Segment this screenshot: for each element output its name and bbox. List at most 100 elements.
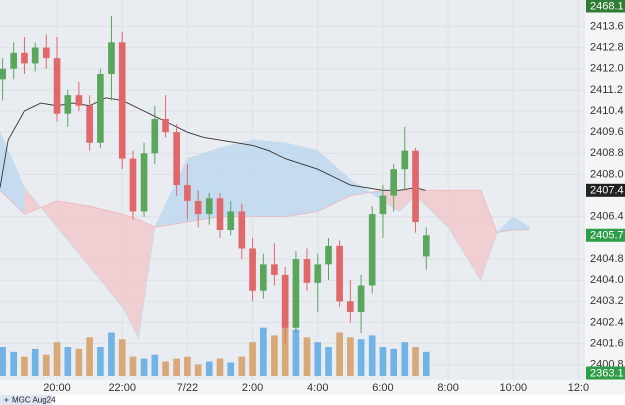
- tab-bar: [0, 395, 625, 405]
- candle-body: [173, 132, 180, 186]
- volume-bar: [194, 364, 202, 376]
- x-tick-label: 7/22: [177, 382, 198, 394]
- y-tick-label: 2409.6: [590, 126, 624, 138]
- candle-body: [64, 95, 72, 114]
- cloud-fill: [89, 206, 123, 307]
- volume-bar: [97, 347, 104, 376]
- volume-bar: [53, 342, 61, 376]
- candle-body: [194, 200, 202, 215]
- y-tick-label: 2402.4: [590, 316, 624, 328]
- price-label-box: [586, 366, 625, 380]
- cloud-fill: [382, 190, 400, 212]
- x-tick-label: 22:00: [108, 382, 136, 394]
- volume-bar: [357, 339, 365, 376]
- candle-body: [303, 259, 311, 283]
- volume-bar: [173, 358, 180, 376]
- candle-body: [108, 42, 115, 75]
- candle-body: [260, 264, 267, 291]
- candle-body: [140, 153, 148, 212]
- volume-bar: [347, 337, 354, 376]
- y-tick-label: 2408.8: [590, 147, 624, 159]
- cloud-fill: [399, 190, 416, 212]
- symbol-tab[interactable]: [0, 395, 52, 405]
- cloud-fill: [448, 190, 481, 281]
- volume-bar: [140, 358, 148, 376]
- volume-bar: [31, 348, 39, 376]
- y-tick-label: 2404.8: [590, 253, 624, 265]
- candle-body: [401, 150, 409, 170]
- cloud-fill: [317, 150, 351, 212]
- volume-bar: [336, 332, 343, 376]
- cloud-fill: [415, 190, 449, 228]
- y-tick-label: 2403.2: [590, 295, 624, 307]
- candle-body: [227, 211, 235, 230]
- volume-bar: [0, 347, 6, 376]
- y-tick-label: 2408.0: [590, 168, 624, 180]
- volume-bar: [238, 356, 246, 376]
- cloud-fill: [285, 142, 318, 217]
- volume-bar: [10, 351, 18, 376]
- candle-body: [422, 235, 430, 257]
- candle-body: [216, 198, 224, 230]
- volume-bar: [401, 342, 409, 376]
- candle-body: [42, 47, 50, 59]
- cloud-fill: [513, 216, 530, 230]
- candle-body: [347, 301, 354, 312]
- volume-bar: [314, 342, 322, 376]
- candle-body: [412, 150, 419, 223]
- candle-body: [368, 214, 376, 286]
- volume-bar: [260, 327, 267, 376]
- x-tick-label: 2:00: [242, 382, 263, 394]
- candle-body: [314, 264, 322, 283]
- candle-body: [0, 68, 6, 80]
- y-tick-label: 2411.2: [590, 84, 623, 96]
- cloud-fill: [480, 190, 498, 281]
- x-tick-label: 20:00: [43, 382, 71, 394]
- volume-bar: [184, 356, 191, 376]
- cloud-fill: [187, 148, 220, 223]
- price-label: 2468.1: [590, 0, 624, 12]
- x-tick-label: 8:00: [437, 382, 458, 394]
- candle-body: [118, 42, 126, 159]
- x-tick-label: 4:00: [307, 382, 328, 394]
- volume-bar: [412, 347, 419, 376]
- price-label: 2363.1: [590, 367, 624, 379]
- price-label: 2405.7: [590, 230, 624, 242]
- volume-bar: [390, 348, 398, 376]
- cloud-fill: [252, 140, 286, 217]
- price-label-box: [586, 228, 625, 242]
- price-label-box: [586, 0, 625, 13]
- volume-bar: [129, 356, 137, 376]
- y-tick-label: 2412.0: [590, 63, 624, 75]
- add-icon[interactable]: +: [4, 396, 9, 405]
- candle-body: [86, 105, 93, 143]
- cloud-span: [0, 132, 530, 340]
- candle-body: [292, 259, 300, 328]
- candle-body: [379, 195, 387, 215]
- candle-body: [281, 274, 289, 328]
- candle-body: [249, 248, 256, 291]
- candle-body: [21, 52, 28, 64]
- volume-bar: [205, 361, 213, 376]
- candle-body: [129, 158, 137, 212]
- volume-bar: [227, 362, 235, 376]
- x-tick-label: 6:00: [372, 382, 393, 394]
- volume-bar: [162, 361, 169, 376]
- y-tick-label: 2413.6: [590, 20, 624, 32]
- candle-body: [53, 58, 61, 114]
- symbol-tab-label[interactable]: MGC Aug24: [12, 396, 56, 405]
- plot: 20:00 22:00 7/22 2:00 4:00 6:00 8:00 10:00 12:02…: [0, 0, 625, 394]
- candle-body: [151, 118, 159, 154]
- y-tick-label: 2406.4: [590, 211, 624, 223]
- candle-body: [184, 185, 191, 201]
- candle-body: [97, 74, 104, 143]
- cloud-fill: [219, 140, 253, 217]
- x-tick-label: 10:00: [500, 382, 528, 394]
- candle-body: [162, 118, 169, 133]
- candle-body: [357, 285, 365, 312]
- volume-bar: [151, 354, 159, 376]
- price-label: 2407.4: [590, 185, 624, 197]
- cloud-fill: [122, 214, 139, 339]
